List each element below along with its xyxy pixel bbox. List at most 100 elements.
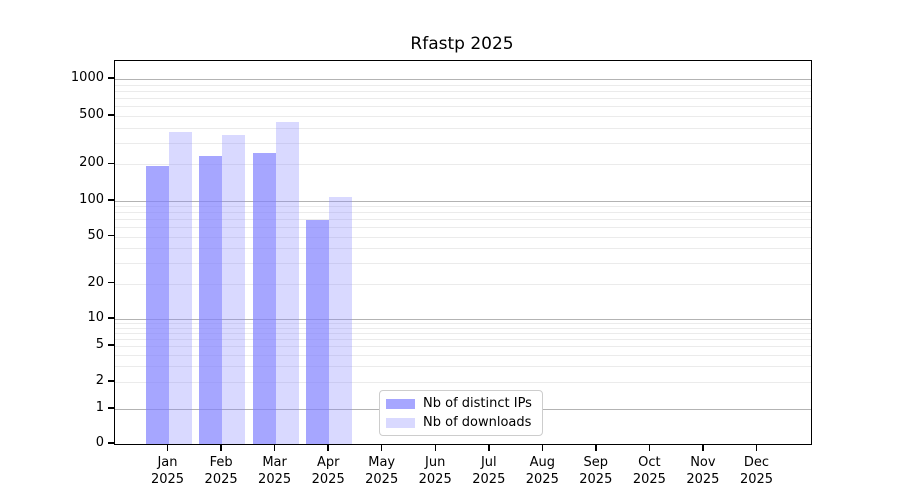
y-tick-label-10: 10 (87, 310, 104, 325)
legend: Nb of distinct IPs Nb of downloads (379, 390, 543, 436)
x-tick-month: Jul (480, 455, 497, 470)
bar-downloads-feb (222, 134, 246, 444)
x-tick-year: 2025 (632, 472, 666, 487)
minor-gridline (115, 236, 811, 238)
x-tick-month: Mar (262, 455, 287, 470)
chart-title: Rfastp 2025 (410, 34, 514, 54)
y-tick-mark (108, 344, 114, 346)
minor-gridline (115, 227, 811, 229)
x-tick-mark (541, 444, 544, 451)
minor-gridline (115, 381, 811, 383)
x-tick-label-jun: Jun 2025 (403, 454, 467, 488)
minor-gridline (115, 339, 811, 340)
y-tick-mark (108, 234, 114, 237)
x-tick-mark (380, 444, 383, 451)
y-tick-label-50: 50 (87, 227, 104, 243)
y-tick-label-1000: 1000 (70, 70, 104, 85)
y-tick-label-2: 2 (95, 372, 104, 388)
x-tick-year: 2025 (525, 472, 559, 487)
minor-gridline (115, 106, 811, 108)
x-tick-year: 2025 (579, 472, 613, 487)
y-tick-mark (108, 281, 114, 284)
x-tick-label-dec: Dec 2025 (725, 454, 789, 488)
x-tick-label-jan: Jan 2025 (136, 454, 200, 488)
x-tick-mark (220, 444, 222, 451)
major-gridline-100 (115, 201, 811, 202)
plot-area: Nb of distinct IPs Nb of downloads (114, 60, 812, 445)
y-tick-mark (108, 114, 114, 116)
legend-swatch-downloads (386, 417, 415, 428)
minor-gridline (115, 142, 811, 144)
legend-row-downloads: Nb of downloads (380, 415, 542, 431)
x-tick-month: May (368, 455, 396, 470)
x-tick-month: Dec (743, 455, 770, 470)
minor-gridline (115, 262, 811, 264)
x-tick-mark (434, 444, 436, 451)
x-tick-label-oct: Oct 2025 (617, 454, 681, 488)
minor-gridline (115, 212, 811, 214)
legend-swatch-distinct-ips (386, 398, 415, 409)
y-tick-mark (108, 407, 114, 409)
legend-row-distinct-ips: Nb of distinct IPs (380, 396, 542, 412)
x-tick-year: 2025 (258, 472, 292, 487)
y-tick-label-100: 100 (79, 192, 104, 207)
x-tick-mark (702, 444, 704, 451)
x-tick-mark (166, 444, 169, 451)
x-tick-month: Aug (529, 455, 555, 470)
y-tick-mark (108, 442, 114, 444)
x-tick-label-aug: Aug 2025 (510, 454, 574, 488)
x-tick-mark (488, 444, 490, 451)
x-tick-label-sep: Sep 2025 (564, 454, 628, 488)
minor-gridline (115, 164, 811, 166)
minor-gridline (115, 283, 811, 285)
x-tick-month: Jun (425, 455, 446, 470)
x-tick-label-feb: Feb 2025 (189, 454, 253, 488)
x-tick-mark (273, 444, 276, 451)
minor-gridline (115, 332, 811, 334)
y-tick-mark (108, 162, 114, 164)
bar-downloads-jan (168, 131, 192, 444)
x-tick-label-nov: Nov 2025 (671, 454, 735, 488)
x-tick-month: Sep (583, 455, 609, 470)
minor-gridline (115, 127, 811, 129)
y-tick-label-0: 0 (95, 435, 104, 450)
x-tick-label-may: May 2025 (350, 454, 414, 488)
x-tick-month: Feb (209, 455, 233, 470)
x-tick-month: Jan (157, 455, 178, 470)
minor-gridline (115, 354, 811, 356)
y-tick-label-20: 20 (87, 274, 104, 290)
x-tick-mark (755, 444, 758, 451)
bar-downloads-apr (329, 197, 353, 444)
y-tick-mark (108, 317, 114, 319)
x-tick-mark (595, 444, 597, 451)
major-gridline-10 (115, 319, 811, 320)
y-tick-label-1: 1 (95, 400, 104, 415)
minor-gridline (115, 115, 811, 117)
minor-gridline (115, 366, 811, 368)
minor-gridline (115, 90, 811, 92)
minor-gridline (115, 327, 811, 329)
x-tick-year: 2025 (686, 472, 720, 487)
minor-gridline (115, 248, 811, 249)
y-tick-label-500: 500 (79, 106, 104, 122)
x-tick-year: 2025 (150, 472, 185, 487)
major-gridline-1000 (115, 79, 811, 80)
x-tick-label-apr: Apr 2025 (296, 454, 360, 488)
x-tick-mark (327, 444, 329, 451)
minor-gridline (115, 206, 811, 208)
x-tick-month: Apr (316, 455, 340, 470)
minor-gridline (115, 323, 811, 325)
y-tick-label-5: 5 (95, 337, 104, 353)
x-tick-month: Oct (638, 455, 661, 470)
bar-ips-mar (252, 152, 276, 444)
x-tick-month: Nov (690, 455, 716, 470)
minor-gridline (115, 84, 811, 86)
y-tick-label-200: 200 (79, 155, 104, 171)
legend-label-downloads: Nb of downloads (423, 414, 532, 430)
x-tick-year: 2025 (311, 472, 345, 487)
x-tick-label-jul: Jul 2025 (457, 454, 521, 488)
minor-gridline (115, 97, 811, 99)
bar-ips-feb (199, 155, 223, 444)
x-tick-year: 2025 (739, 472, 774, 487)
